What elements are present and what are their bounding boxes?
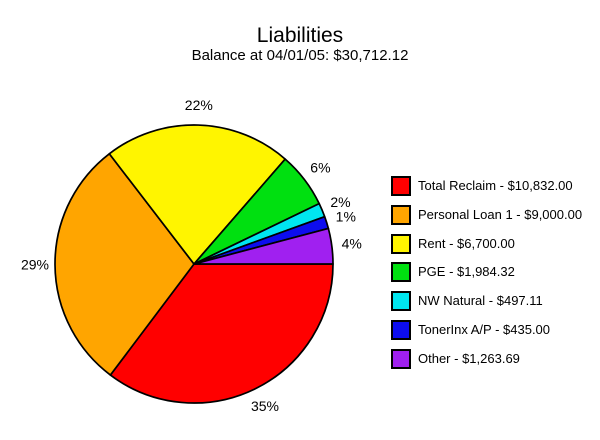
legend-item-total-reclaim: Total Reclaim - $10,832.00 [391,176,582,196]
legend-swatch-pge [391,262,411,283]
pie-percent-label-nw-natural: 2% [330,194,350,210]
pie-slice-other[interactable] [193,227,334,265]
legend-label-rent: Rent - $6,700.00 [418,235,515,251]
legend-label-nw-natural: NW Natural - $497.11 [418,293,543,309]
legend-item-pge: PGE - $1,984.32 [391,262,582,283]
legend-label-other: Other - $1,263.69 [418,350,520,366]
pie-slice-rent[interactable] [108,124,287,265]
legend-swatch-total-reclaim [391,176,411,196]
pie-percent-label-rent: 22% [185,97,213,113]
legend-swatch-personal-loan-1 [391,204,411,225]
chart-subtitle: Balance at 04/01/05: $30,712.12 [191,47,409,64]
chart-title: Liabilities [256,24,344,47]
legend-label-personal-loan-1: Personal Loan 1 - $9,000.00 [418,206,583,222]
legend-label-pge: PGE - $1,984.32 [418,264,515,280]
legend-label-tonerinx-a-p: TonerInx A/P - $435.00 [418,321,551,337]
legend-item-other: Other - $1,263.69 [391,348,582,369]
legend: Total Reclaim - $10,832.00 Personal Loan … [391,176,582,369]
legend-item-personal-loan-1: Personal Loan 1 - $9,000.00 [391,204,583,225]
pie-slice-personal-loan-1[interactable] [54,152,195,376]
legend-item-rent: Rent - $6,700.00 [391,233,582,254]
legend-label-total-reclaim: Total Reclaim - $10,832.00 [418,178,573,193]
legend-swatch-tonerinx-a-p [391,319,411,340]
pie-percent-label-total-reclaim: 35% [251,398,279,414]
legend-item-nw-natural: NW Natural - $497.11 [391,291,582,312]
legend-item-tonerinx-a-p: TonerInx A/P - $435.00 [391,319,582,340]
legend-swatch-other [391,348,411,369]
legend-swatch-rent [391,233,411,254]
pie-percent-label-other: 4% [342,235,362,251]
pie-percent-label-personal-loan-1: 29% [21,257,49,273]
pie-slice-total-reclaim[interactable] [109,263,334,404]
pie-percent-label-tonerinx-a-p: 1% [336,209,356,225]
pie-percent-label-pge: 6% [310,159,330,175]
legend-swatch-nw-natural [391,291,411,312]
